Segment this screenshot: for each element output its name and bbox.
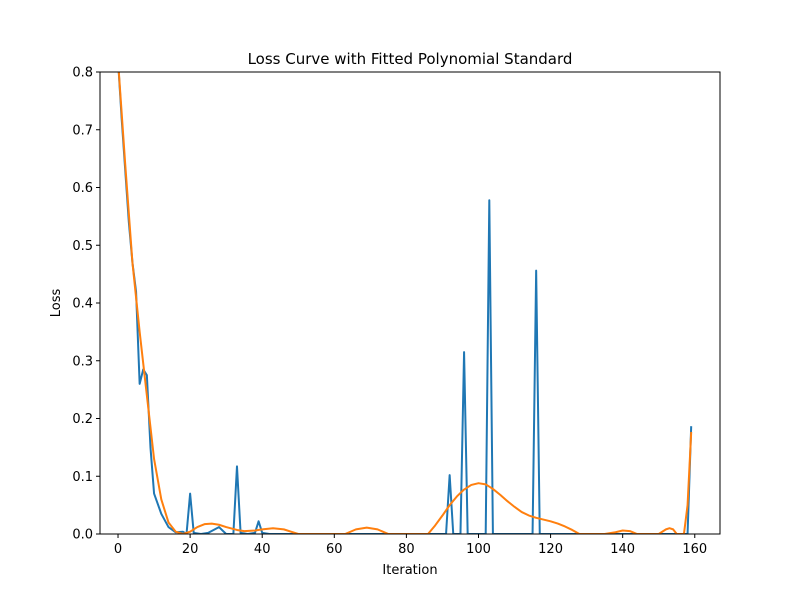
fitted-polynomial-line <box>117 72 693 534</box>
x-tick-label: 160 <box>682 542 707 557</box>
y-tick-label: 0.6 <box>72 181 93 196</box>
y-axis-label: Loss <box>49 289 64 318</box>
y-tick-label: 0.1 <box>72 470 93 485</box>
y-tick-label: 0.7 <box>72 123 93 138</box>
x-tick-label: 100 <box>466 542 491 557</box>
x-tick-label: 120 <box>538 542 563 557</box>
x-tick-label: 60 <box>326 542 343 557</box>
x-tick-label: 20 <box>182 542 199 557</box>
x-axis-label: Iteration <box>382 563 437 578</box>
x-tick-label: 40 <box>254 542 271 557</box>
x-tick-label: 140 <box>610 542 635 557</box>
y-tick-label: 0.8 <box>72 66 93 81</box>
chart-title: Loss Curve with Fitted Polynomial Standa… <box>248 50 573 68</box>
plot-area <box>100 72 720 534</box>
series-layer <box>117 72 693 534</box>
x-tick-label: 0 <box>114 542 122 557</box>
y-tick-label: 0.5 <box>72 239 93 254</box>
loss-series-line <box>117 72 693 534</box>
x-axis: 0 20 40 60 80 100 120 140 160 <box>114 534 707 557</box>
y-tick-label: 0.4 <box>72 297 93 312</box>
y-tick-label: 0.2 <box>72 412 93 427</box>
y-tick-label: 0.0 <box>72 528 93 543</box>
x-tick-label: 80 <box>398 542 415 557</box>
y-tick-label: 0.3 <box>72 354 93 369</box>
y-axis: 0.0 0.1 0.2 0.3 0.4 0.5 0.6 0.7 0.8 <box>72 66 100 543</box>
